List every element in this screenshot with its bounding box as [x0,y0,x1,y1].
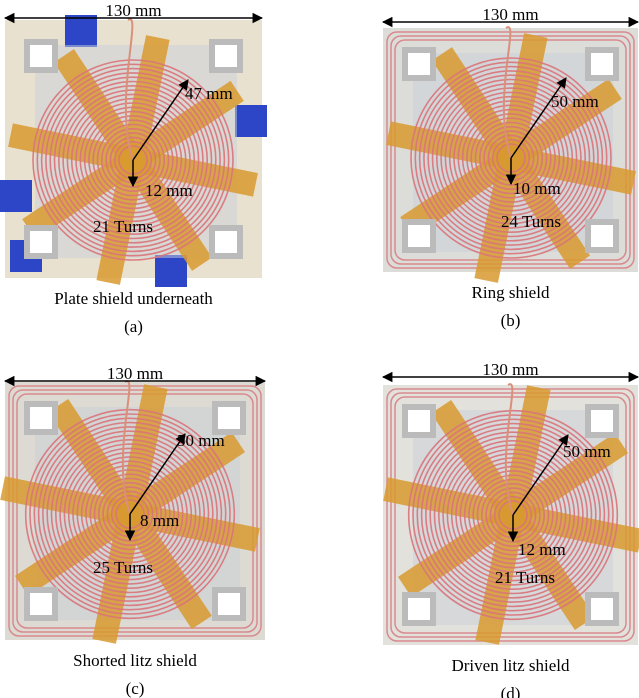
panel: 130 mm 50 mm 10 mm 24 Turns Ring shield (b) [383,5,638,330]
spacer [212,228,240,256]
spacer [588,595,616,623]
spacer [27,404,55,432]
coil-photo [3,381,265,641]
spacer [405,595,433,623]
blue-block [0,180,32,212]
spacer [215,404,243,432]
spacer [27,590,55,618]
turns-label: 21 Turns [495,568,555,587]
turns-label: 21 Turns [93,217,153,236]
panel-letter: (d) [501,684,521,698]
caption: Driven litz shield [451,656,570,675]
panel-letter: (c) [126,679,145,698]
spacer [212,42,240,70]
spacer [27,228,55,256]
panel: 130 mm 50 mm 12 mm 21 Turns Driven litz shie… [383,360,639,698]
caption: Shorted litz shield [73,651,197,670]
inner-radius-label: 12 mm [518,540,566,559]
spacer [215,590,243,618]
width-label: 130 mm [107,364,163,383]
spacer [27,42,55,70]
blue-block [65,15,97,47]
spacer [405,50,433,78]
blue-block [155,255,187,287]
coil-photo [0,15,267,287]
caption: Ring shield [472,283,550,302]
coil-photo [383,27,638,280]
spacer [588,407,616,435]
outer-radius-label: 50 mm [177,431,225,450]
panel: 130 mm 47 mm 12 mm 21 Turns Plate shield und… [0,1,267,336]
blue-block [235,105,267,137]
panel-letter: (a) [124,317,143,336]
outer-radius-label: 47 mm [185,84,233,103]
spacer [588,50,616,78]
width-label: 130 mm [482,5,538,24]
outer-radius-label: 50 mm [551,92,599,111]
turns-label: 25 Turns [93,558,153,577]
figure: 130 mm 47 mm 12 mm 21 Turns Plate shield und… [0,0,639,698]
inner-radius-label: 10 mm [513,179,561,198]
spacer [588,222,616,250]
spacer [405,222,433,250]
width-label: 130 mm [482,360,538,379]
coil-photo [383,384,639,645]
caption: Plate shield underneath [54,289,213,308]
inner-radius-label: 8 mm [140,511,179,530]
turns-label: 24 Turns [501,212,561,231]
width-label: 130 mm [105,1,161,20]
panel: 130 mm 50 mm 8 mm 25 Turns Shorted litz shie… [3,364,265,698]
inner-radius-label: 12 mm [145,181,193,200]
panel-letter: (b) [501,311,521,330]
outer-radius-label: 50 mm [563,442,611,461]
spacer [405,407,433,435]
